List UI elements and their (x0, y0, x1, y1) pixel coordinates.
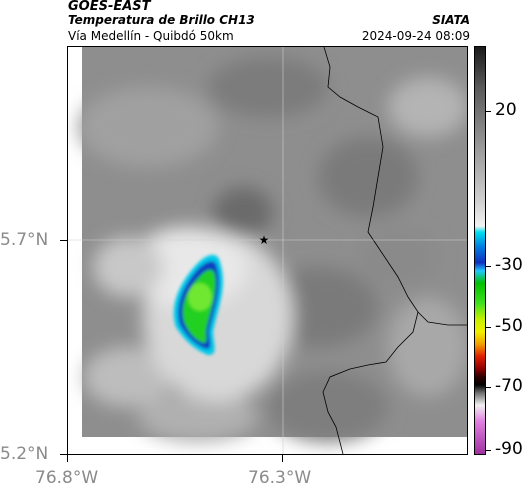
colorbar-tick (486, 387, 491, 388)
colorbar-tick (486, 327, 491, 328)
brightness-temperature-image: ★ (68, 47, 467, 454)
timestamp-label: 2024-09-24 08:09 (361, 29, 470, 43)
satellite-title: GOES-EAST (68, 0, 151, 14)
satellite-map[interactable]: ★ (67, 46, 468, 455)
colorbar-label-minus90: -90 (495, 439, 523, 459)
x-tick-76.3W: 76.3°W (248, 468, 312, 488)
x-tick-mark (67, 455, 68, 462)
colorbar-label-minus50: -50 (495, 316, 523, 336)
location-label: Vía Medellín - Quibdó 50km (68, 29, 234, 43)
colorbar-label-minus70: -70 (495, 376, 523, 396)
y-tick-mark (60, 454, 67, 455)
colorbar-tick (486, 450, 491, 451)
x-tick-mark (282, 455, 283, 462)
x-tick-76.8W: 76.8°W (35, 468, 99, 488)
colorbar (474, 46, 486, 455)
y-tick-5.2N: 5.2°N (0, 444, 49, 464)
colorbar-label-20: 20 (495, 100, 517, 120)
y-tick-mark (60, 240, 67, 241)
product-title: Temperatura de Brillo CH13 (68, 13, 255, 27)
star-icon: ★ (259, 233, 270, 247)
colorbar-tick (486, 266, 491, 267)
colorbar-label-minus30: -30 (495, 255, 523, 275)
brand-label: SIATA (432, 13, 470, 27)
colorbar-tick (486, 111, 491, 112)
y-tick-5.7N: 5.7°N (0, 230, 49, 250)
